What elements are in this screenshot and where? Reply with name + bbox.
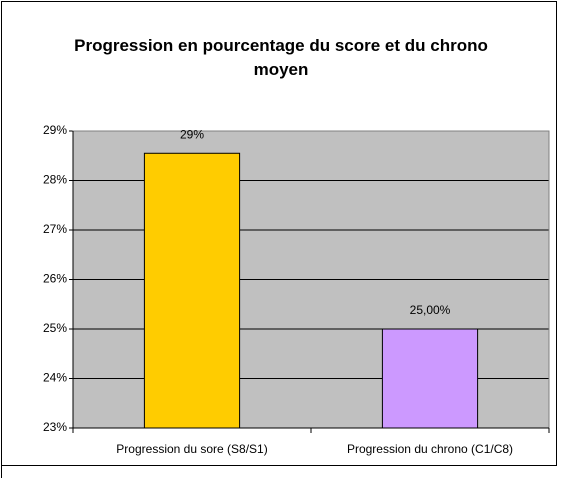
y-tick-label: 25% <box>43 321 67 335</box>
y-tick-label: 28% <box>43 173 67 187</box>
data-label: 25,00% <box>410 303 451 317</box>
y-tick-label: 23% <box>43 420 67 434</box>
data-label: 29% <box>180 127 204 141</box>
x-tick-label: Progression du sore (S8/S1) <box>116 442 267 456</box>
y-tick-label: 24% <box>43 371 67 385</box>
bar <box>381 328 479 429</box>
y-tick-label: 29% <box>43 123 67 137</box>
y-tick-label: 26% <box>43 272 67 286</box>
chart-title: Progression en pourcentage du score et d… <box>74 36 488 79</box>
y-tick-label: 27% <box>43 222 67 236</box>
bar <box>143 152 241 429</box>
x-tick-label: Progression du chrono (C1/C8) <box>347 442 513 456</box>
